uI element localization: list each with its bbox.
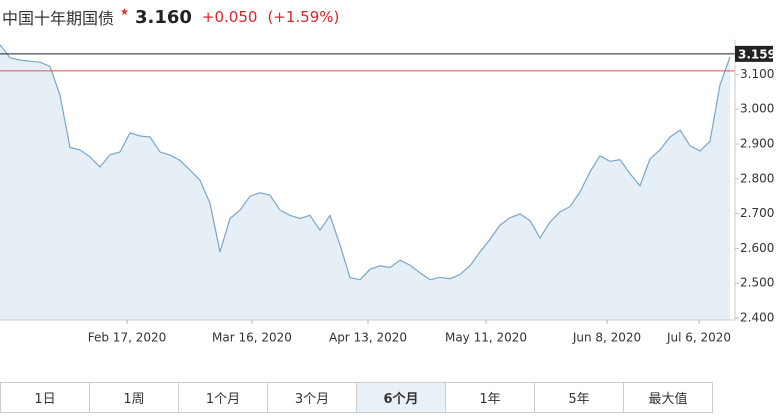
current-label: 3.159 <box>738 47 776 61</box>
y-tick-label: 2.600 <box>740 241 774 255</box>
x-tick-label: Feb 17, 2020 <box>88 331 167 345</box>
y-tick-label: 2.800 <box>740 171 774 185</box>
star-icon[interactable]: ★ <box>120 6 129 18</box>
y-tick-label: 3.000 <box>740 102 774 116</box>
y-tick-label: 3.100 <box>740 67 774 81</box>
range-button[interactable]: 5年 <box>535 383 624 412</box>
price: 3.160 <box>134 6 192 28</box>
x-tick-label: May 11, 2020 <box>445 331 527 345</box>
x-tick-label: Jun 8, 2020 <box>572 331 641 345</box>
y-tick-label: 2.500 <box>740 276 774 290</box>
range-button[interactable]: 6个月 <box>357 383 446 412</box>
y-tick-label: 2.400 <box>740 311 774 325</box>
y-tick-label: 2.900 <box>740 137 774 151</box>
x-tick-label: Jul 6, 2020 <box>666 331 731 345</box>
range-button[interactable]: 1个月 <box>179 383 268 412</box>
range-button[interactable]: 1周 <box>90 383 179 412</box>
title: 中国十年期国债 <box>2 9 115 28</box>
range-button[interactable]: 1日 <box>1 383 90 412</box>
change-percent: (+1.59%) <box>267 8 340 26</box>
range-button[interactable]: 最大值 <box>648 392 688 407</box>
y-tick-label: 2.700 <box>740 206 774 220</box>
price-line <box>0 44 731 281</box>
area-fill <box>0 44 730 321</box>
x-tick-label: Apr 13, 2020 <box>329 331 407 345</box>
range-buttons: 1日 1周 1个月 3个月 6个月 1年 5年 最大值 <box>0 382 713 413</box>
change: +0.050 <box>201 8 258 26</box>
header: 中国十年期国债 ★ 3.160 +0.050 (+1.59%) <box>2 4 349 30</box>
range-button[interactable]: 1年 <box>446 383 535 412</box>
chart: 英为财情Investing.com2.4002.5002.6002.7002.8… <box>0 39 776 345</box>
x-tick-label: Mar 16, 2020 <box>212 331 292 345</box>
current-label-box <box>735 45 773 62</box>
range-button[interactable]: 3个月 <box>268 383 357 412</box>
